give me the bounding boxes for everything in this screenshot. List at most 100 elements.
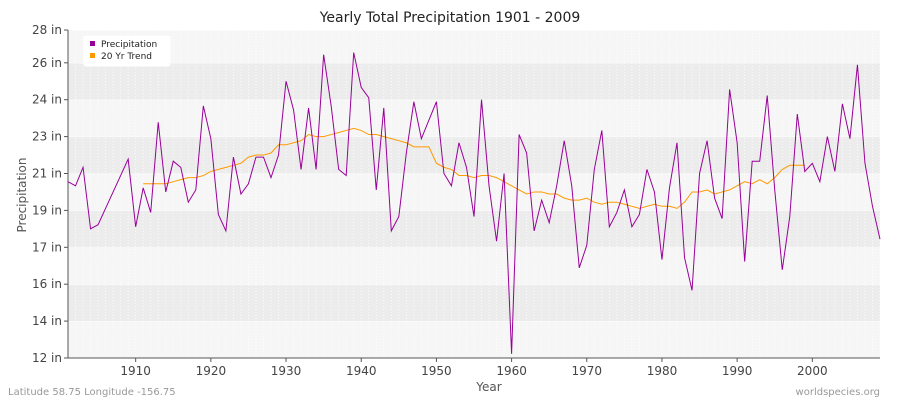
precipitation-point bbox=[413, 101, 415, 103]
trend-point bbox=[804, 164, 806, 166]
trend-point bbox=[796, 164, 798, 166]
plot-band bbox=[68, 284, 880, 322]
series-line-20yr-trend bbox=[143, 127, 805, 209]
trend-point bbox=[195, 176, 197, 178]
trend-point bbox=[698, 191, 700, 193]
precipitation-point bbox=[548, 222, 550, 224]
precipitation-point bbox=[661, 258, 663, 260]
precipitation-point bbox=[871, 205, 873, 207]
trend-point bbox=[187, 176, 189, 178]
precipitation-point bbox=[563, 140, 565, 142]
x-axis-ticks: 1910 1920 1930 1940 1950 1960 1970 1980 1990 2000 bbox=[120, 358, 828, 378]
trend-point bbox=[789, 164, 791, 166]
precipitation-point bbox=[112, 191, 114, 193]
precipitation-point bbox=[307, 107, 309, 109]
precipitation-point bbox=[503, 172, 505, 174]
trend-point bbox=[353, 127, 355, 129]
precipitation-point bbox=[608, 226, 610, 228]
x-tick-label: 1950 bbox=[421, 364, 452, 378]
x-tick-label: 1930 bbox=[271, 364, 302, 378]
trend-point bbox=[398, 140, 400, 142]
trend-point bbox=[180, 178, 182, 180]
precipitation-point bbox=[834, 170, 836, 172]
x-tick-label: 1960 bbox=[496, 364, 527, 378]
trend-point bbox=[571, 199, 573, 201]
trend-point bbox=[743, 181, 745, 183]
precipitation-point bbox=[811, 162, 813, 164]
trend-point bbox=[443, 166, 445, 168]
precipitation-point bbox=[578, 267, 580, 269]
trend-point bbox=[262, 154, 264, 156]
precipitation-point bbox=[826, 135, 828, 137]
trend-point bbox=[375, 133, 377, 135]
trend-point bbox=[480, 174, 482, 176]
y-tick-label: 23 in bbox=[32, 130, 62, 144]
precipitation-point bbox=[435, 101, 437, 103]
legend-label-precipitation: Precipitation bbox=[101, 40, 157, 50]
precipitation-point bbox=[157, 121, 159, 123]
trend-point bbox=[285, 144, 287, 146]
trend-point bbox=[518, 189, 520, 191]
trend-point bbox=[225, 166, 227, 168]
y-tick-label: 24 in bbox=[32, 93, 62, 107]
precipitation-point bbox=[879, 238, 881, 240]
y-axis-label: Precipitation bbox=[15, 157, 29, 232]
trend-point bbox=[548, 193, 550, 195]
plot-band bbox=[68, 247, 880, 285]
y-tick-label: 14 in bbox=[32, 314, 62, 328]
precipitation-point bbox=[428, 119, 430, 121]
precipitation-point bbox=[277, 154, 279, 156]
legend-box bbox=[83, 35, 171, 67]
trend-point bbox=[593, 201, 595, 203]
trend-point bbox=[383, 135, 385, 137]
precipitation-point bbox=[82, 166, 84, 168]
precipitation-point bbox=[330, 105, 332, 107]
precipitation-point bbox=[774, 189, 776, 191]
trend-point bbox=[210, 170, 212, 172]
trend-point bbox=[563, 197, 565, 199]
trend-point bbox=[751, 183, 753, 185]
precipitation-point bbox=[676, 142, 678, 144]
trend-point bbox=[616, 201, 618, 203]
precipitation-point bbox=[345, 174, 347, 176]
precipitation-point bbox=[119, 174, 121, 176]
trend-point bbox=[759, 178, 761, 180]
trend-point bbox=[525, 193, 527, 195]
precipitation-point bbox=[74, 185, 76, 187]
precipitation-point bbox=[450, 185, 452, 187]
trend-point bbox=[322, 135, 324, 137]
trend-point bbox=[368, 133, 370, 135]
precipitation-point bbox=[473, 215, 475, 217]
trend-point bbox=[390, 137, 392, 139]
chart-title: Yearly Total Precipitation 1901 - 2009 bbox=[319, 10, 581, 26]
trend-point bbox=[623, 203, 625, 205]
precipitation-point bbox=[353, 51, 355, 53]
precipitation-point bbox=[668, 187, 670, 189]
precipitation-point bbox=[706, 140, 708, 142]
trend-point bbox=[240, 162, 242, 164]
precipitation-point bbox=[864, 162, 866, 164]
trend-point bbox=[578, 199, 580, 201]
legend: Precipitation 20 Yr Trend bbox=[83, 35, 171, 67]
precipitation-point bbox=[849, 137, 851, 139]
trend-point bbox=[495, 176, 497, 178]
trend-point bbox=[420, 146, 422, 148]
legend-swatch-precipitation bbox=[90, 41, 95, 46]
trend-point bbox=[601, 203, 603, 205]
precipitation-point bbox=[721, 217, 723, 219]
trend-point bbox=[202, 174, 204, 176]
trend-point bbox=[413, 146, 415, 148]
precipitation-point bbox=[292, 109, 294, 111]
trend-point bbox=[736, 185, 738, 187]
precipitation-point bbox=[247, 183, 249, 185]
trend-point bbox=[458, 174, 460, 176]
trend-point bbox=[766, 183, 768, 185]
precipitation-point bbox=[631, 226, 633, 228]
precipitation-point bbox=[67, 181, 69, 183]
precipitation-point bbox=[142, 187, 144, 189]
precipitation-point bbox=[646, 168, 648, 170]
precipitation-point bbox=[127, 158, 129, 160]
legend-swatch-20yr-trend bbox=[90, 53, 95, 58]
precipitation-point bbox=[713, 197, 715, 199]
precipitation-point bbox=[488, 185, 490, 187]
